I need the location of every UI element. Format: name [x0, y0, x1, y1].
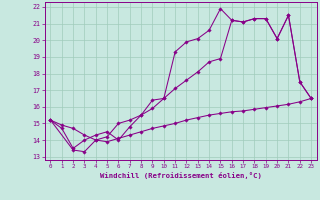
- X-axis label: Windchill (Refroidissement éolien,°C): Windchill (Refroidissement éolien,°C): [100, 172, 262, 179]
